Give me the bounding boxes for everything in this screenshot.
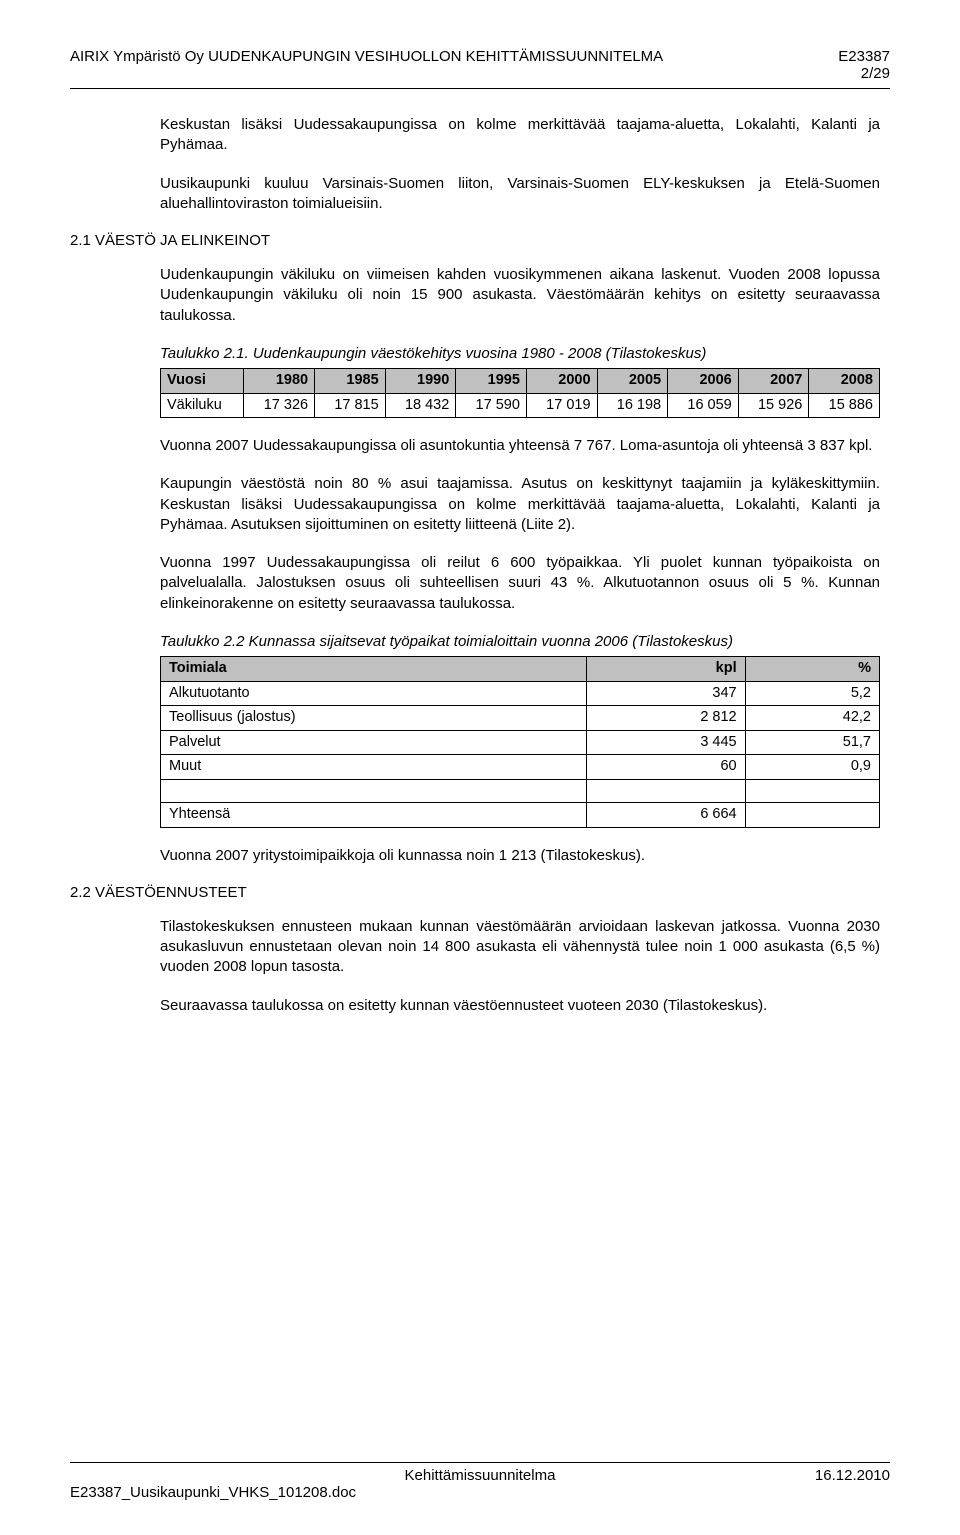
page-footer: Kehittämissuunnitelma 16.12.2010 E23387_…: [70, 1462, 890, 1501]
footer-center: Kehittämissuunnitelma: [70, 1467, 890, 1484]
page-header: AIRIX Ympäristö Oy UUDENKAUPUNGIN VESIHU…: [70, 48, 890, 82]
col-header: 2005: [597, 369, 668, 394]
body-text: Uudenkaupungin väkiluku on viimeisen kah…: [160, 265, 880, 326]
body-text: Tilastokeskuksen ennusteen mukaan kunnan…: [160, 917, 880, 978]
col-header: 2007: [738, 369, 809, 394]
table-row: Alkutuotanto 347 5,2: [161, 681, 880, 706]
cell: Muut: [161, 755, 587, 780]
col-header: 1980: [244, 369, 315, 394]
table-total-row: Yhteensä 6 664: [161, 802, 880, 827]
col-header: 2008: [809, 369, 880, 394]
table-caption-21: Taulukko 2.1. Uudenkaupungin väestökehit…: [160, 344, 880, 364]
col-header: 1985: [315, 369, 386, 394]
cell: 16 059: [668, 393, 739, 418]
cell: 0,9: [745, 755, 879, 780]
col-header: 1990: [385, 369, 456, 394]
cell: 17 815: [315, 393, 386, 418]
footer-filename: E23387_Uusikaupunki_VHKS_101208.doc: [70, 1484, 890, 1501]
population-table: Vuosi 1980 1985 1990 1995 2000 2005 2006…: [160, 368, 880, 418]
cell: 5,2: [745, 681, 879, 706]
table-row: Teollisuus (jalostus) 2 812 42,2: [161, 706, 880, 731]
cell: Teollisuus (jalostus): [161, 706, 587, 731]
table-header-row: Toimiala kpl %: [161, 657, 880, 682]
col-header: Toimiala: [161, 657, 587, 682]
cell: 51,7: [745, 730, 879, 755]
header-left: AIRIX Ympäristö Oy UUDENKAUPUNGIN VESIHU…: [70, 48, 663, 82]
header-right: E23387 2/29: [838, 48, 890, 82]
col-header: 1995: [456, 369, 527, 394]
col-header: Vuosi: [161, 369, 244, 394]
cell: Yhteensä: [161, 802, 587, 827]
cell: 42,2: [745, 706, 879, 731]
body-text: Kaupungin väestöstä noin 80 % asui taaja…: [160, 474, 880, 535]
col-header: 2006: [668, 369, 739, 394]
cell: 15 886: [809, 393, 880, 418]
cell: 18 432: [385, 393, 456, 418]
col-header: 2000: [526, 369, 597, 394]
table-spacer-row: [161, 779, 880, 802]
cell: [745, 802, 879, 827]
section-heading-21: 2.1 VÄESTÖ JA ELINKEINOT: [70, 232, 890, 249]
cell: 3 445: [587, 730, 745, 755]
cell: 15 926: [738, 393, 809, 418]
cell: Palvelut: [161, 730, 587, 755]
jobs-table: Toimiala kpl % Alkutuotanto 347 5,2 Teol…: [160, 656, 880, 827]
cell: 2 812: [587, 706, 745, 731]
body-text: Uusikaupunki kuuluu Varsinais-Suomen lii…: [160, 174, 880, 215]
table-caption-22: Taulukko 2.2 Kunnassa sijaitsevat työpai…: [160, 632, 880, 652]
header-rule: [70, 88, 890, 89]
body-text: Seuraavassa taulukossa on esitetty kunna…: [160, 996, 880, 1016]
cell: 60: [587, 755, 745, 780]
section-heading-22: 2.2 VÄESTÖENNUSTEET: [70, 884, 890, 901]
body-text: Vuonna 2007 yritystoimipaikkoja oli kunn…: [160, 846, 880, 866]
cell: 17 590: [456, 393, 527, 418]
body-text: Keskustan lisäksi Uudessakaupungissa on …: [160, 115, 880, 156]
body-text: Vuonna 1997 Uudessakaupungissa oli reilu…: [160, 553, 880, 614]
body-text: Vuonna 2007 Uudessakaupungissa oli asunt…: [160, 436, 880, 456]
table-header-row: Vuosi 1980 1985 1990 1995 2000 2005 2006…: [161, 369, 880, 394]
col-header: %: [745, 657, 879, 682]
cell: 6 664: [587, 802, 745, 827]
cell: 17 019: [526, 393, 597, 418]
table-row: Palvelut 3 445 51,7: [161, 730, 880, 755]
row-header: Väkiluku: [161, 393, 244, 418]
table-row: Muut 60 0,9: [161, 755, 880, 780]
cell: Alkutuotanto: [161, 681, 587, 706]
table-row: Väkiluku 17 326 17 815 18 432 17 590 17 …: [161, 393, 880, 418]
cell: 17 326: [244, 393, 315, 418]
cell: 347: [587, 681, 745, 706]
col-header: kpl: [587, 657, 745, 682]
cell: 16 198: [597, 393, 668, 418]
footer-rule: [70, 1462, 890, 1463]
